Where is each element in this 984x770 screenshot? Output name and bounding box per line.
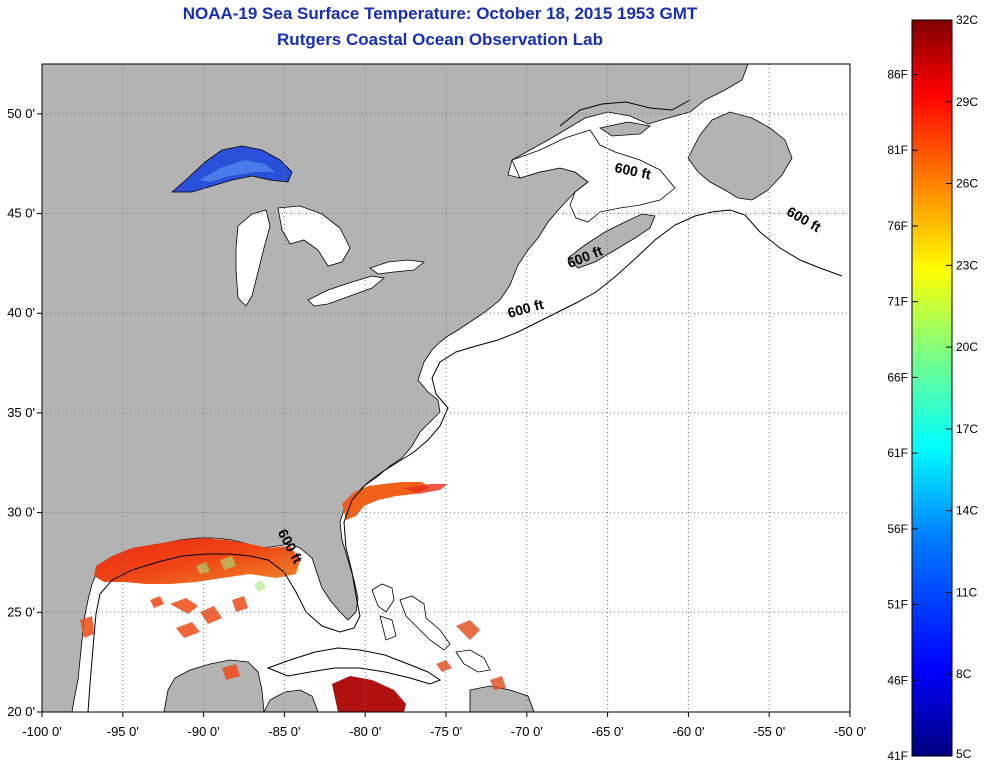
- lake-michigan: [235, 209, 271, 307]
- sst-atlantic-plume: [342, 482, 430, 520]
- sst-atlantic-streak: [404, 484, 448, 494]
- lake-erie: [307, 275, 385, 307]
- lat-tick-label: 40 0': [7, 305, 35, 320]
- lon-tick-label: -100 0': [22, 724, 61, 739]
- contour-600ft: [87, 209, 843, 712]
- lon-tick-label: -90 0': [188, 724, 220, 739]
- lake-ontario: [369, 259, 425, 275]
- land-anticosti: [598, 121, 651, 137]
- lon-tick-label: -55 0': [753, 724, 785, 739]
- land-cuba: [266, 647, 442, 685]
- gulf-st-lawrence: [511, 129, 676, 223]
- lat-tick-label: 35 0': [7, 405, 35, 420]
- land-hispaniola: [469, 685, 535, 712]
- lon-tick-label: -50 0': [834, 724, 866, 739]
- lon-tick-label: -60 0': [672, 724, 704, 739]
- lake-superior-warm: [200, 160, 275, 182]
- land-newfoundland: [687, 111, 793, 201]
- lat-tick-label: 25 0': [7, 604, 35, 619]
- contour-600ft-shelf: [559, 99, 691, 127]
- lat-tick-label: 45 0': [7, 206, 35, 221]
- lon-tick-label: -75 0': [430, 724, 462, 739]
- sst-gulf-warm: [94, 538, 300, 584]
- map-subtitle: Rutgers Coastal Ocean Observation Lab: [277, 30, 603, 49]
- lake-huron: [277, 205, 351, 267]
- sst-gulf-cool-patches: [196, 556, 266, 592]
- lon-tick-label: -70 0': [511, 724, 543, 739]
- lon-tick-label: -80 0': [349, 724, 381, 739]
- land-nova-scotia: [567, 213, 656, 269]
- sst-bahamas-patches: [436, 620, 506, 690]
- lon-tick-label: -95 0': [107, 724, 139, 739]
- graticule: [42, 64, 850, 712]
- map-ticks: -100 0' -95 0' -90 0' -85 0' -80 0' -75 0' -70…: [7, 106, 866, 739]
- lat-tick-label: 50 0': [7, 106, 35, 121]
- map-title: NOAA-19 Sea Surface Temperature: October…: [182, 4, 698, 23]
- bahamas-banks: [371, 583, 491, 673]
- lat-tick-label: 20 0': [7, 704, 35, 719]
- land-central-america: [263, 689, 319, 712]
- sst-caribbean-warm: [332, 676, 406, 712]
- lon-tick-label: -85 0': [268, 724, 300, 739]
- contour-label-600ft: 600 ft: [613, 159, 652, 182]
- lon-tick-label: -65 0': [592, 724, 624, 739]
- sst-gulf-patches: [80, 596, 248, 680]
- lat-tick-label: 30 0': [7, 505, 35, 520]
